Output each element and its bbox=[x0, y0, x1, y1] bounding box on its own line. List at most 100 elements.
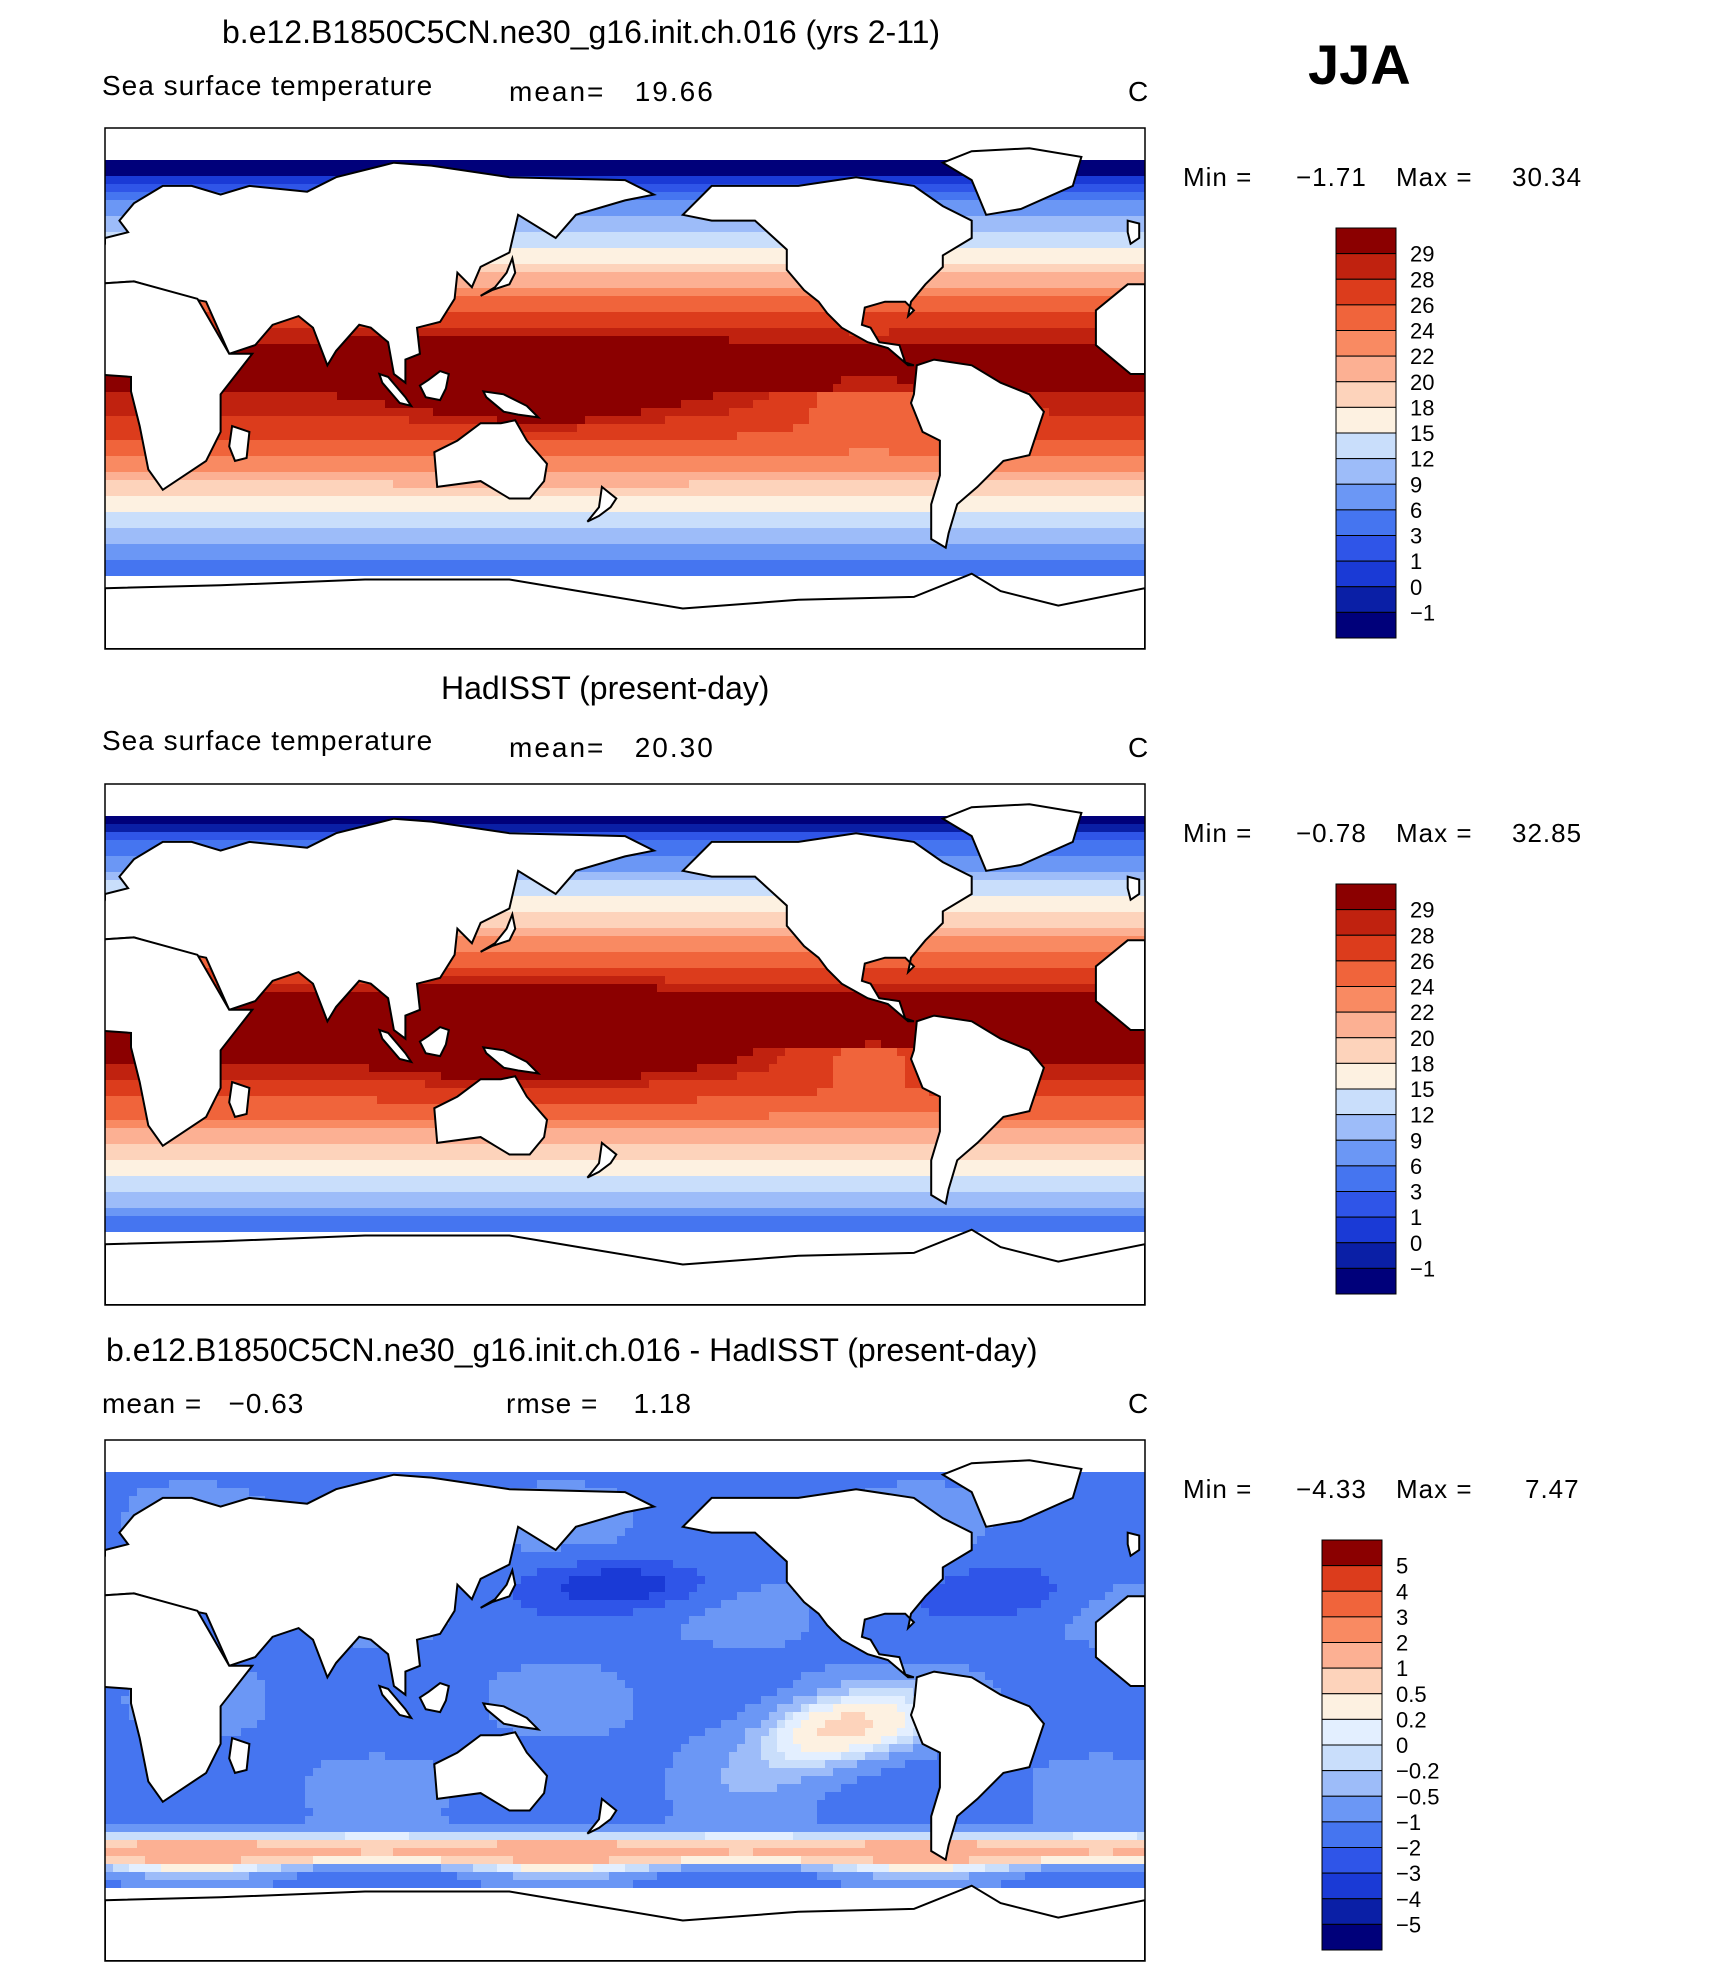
panel-2-mean: mean= 20.30 bbox=[509, 732, 715, 763]
colorbar-label: −2 bbox=[1396, 1836, 1421, 1861]
land-antarctica bbox=[105, 1228, 1145, 1305]
panel-3-max-label: Max = bbox=[1396, 1474, 1473, 1504]
panel-3-units: C bbox=[1128, 1388, 1150, 1419]
map-panel-2 bbox=[105, 784, 1145, 1305]
land-antarctica bbox=[105, 572, 1145, 649]
colorbar-label: 29 bbox=[1410, 898, 1434, 923]
colorbar-label: 29 bbox=[1410, 242, 1434, 267]
colorbar-label: 0 bbox=[1410, 575, 1422, 600]
colorbar-label: 26 bbox=[1410, 293, 1434, 318]
colorbar-box bbox=[1335, 986, 1397, 1013]
land-eurasia bbox=[105, 161, 657, 385]
colorbar-label: 15 bbox=[1410, 421, 1434, 446]
continents-2 bbox=[105, 803, 1145, 1305]
land-australia bbox=[433, 1731, 549, 1812]
colorbar-label: 6 bbox=[1410, 498, 1422, 523]
colorbar-box bbox=[1335, 1165, 1397, 1192]
colorbar-box bbox=[1335, 304, 1397, 331]
colorbar-box bbox=[1335, 278, 1397, 306]
colorbar-box bbox=[1335, 1011, 1397, 1039]
ocean-field-1 bbox=[105, 160, 1145, 576]
panel-2-min-label: Min = bbox=[1183, 818, 1253, 848]
colorbar-label: 28 bbox=[1410, 923, 1434, 948]
colorbar-box bbox=[1335, 535, 1397, 562]
colorbar-label: 12 bbox=[1410, 447, 1434, 472]
land-samerica bbox=[909, 1670, 1046, 1862]
map-frame-3 bbox=[104, 1439, 1146, 1962]
colorbar-label: −1 bbox=[1410, 1256, 1435, 1281]
colorbar-box bbox=[1321, 1898, 1383, 1925]
colorbar-box bbox=[1321, 1718, 1383, 1746]
colorbar-label: 22 bbox=[1410, 344, 1434, 369]
land-nz bbox=[586, 485, 618, 523]
colorbar-label: 22 bbox=[1410, 1000, 1434, 1025]
panel-2-max-value: 32.85 bbox=[1512, 818, 1583, 848]
land-uk bbox=[1126, 875, 1141, 902]
land-newguinea bbox=[481, 390, 542, 419]
panel-3-rmse: rmse = 1.18 bbox=[506, 1388, 692, 1419]
land-africa_w bbox=[1094, 1595, 1145, 1687]
colorbar-label: 1 bbox=[1396, 1656, 1408, 1681]
panel-1-min-value: −1.71 bbox=[1296, 162, 1367, 192]
colorbar-box bbox=[1321, 1565, 1383, 1592]
colorbar-label: 1 bbox=[1410, 549, 1422, 574]
land-sumatra bbox=[377, 372, 414, 408]
colorbar-box bbox=[1335, 909, 1397, 936]
land-madagascar bbox=[228, 1736, 251, 1775]
colorbar-box bbox=[1335, 432, 1397, 460]
land-borneo bbox=[418, 1681, 450, 1714]
colorbar-label: 26 bbox=[1410, 949, 1434, 974]
colorbar-box bbox=[1335, 883, 1397, 911]
colorbar-box bbox=[1321, 1872, 1383, 1900]
panel-1-max-label: Max = bbox=[1396, 162, 1473, 192]
colorbar-box bbox=[1335, 1114, 1397, 1141]
land-eurasia bbox=[105, 817, 657, 1041]
colorbar-box bbox=[1335, 330, 1397, 357]
colorbar-box bbox=[1335, 1216, 1397, 1244]
land-africa bbox=[105, 1592, 255, 1804]
panel-1-units: C bbox=[1128, 76, 1150, 107]
panel-2-min-value: −0.78 bbox=[1296, 818, 1367, 848]
colorbar-label: −4 bbox=[1396, 1887, 1421, 1912]
colorbar-box bbox=[1335, 1267, 1397, 1295]
colorbar-label: 28 bbox=[1410, 267, 1434, 292]
colorbar-label: 6 bbox=[1410, 1154, 1422, 1179]
land-sumatra bbox=[377, 1028, 414, 1064]
colorbar-box bbox=[1335, 509, 1397, 536]
colorbar-box bbox=[1335, 560, 1397, 588]
colorbar-label: 1 bbox=[1410, 1205, 1422, 1230]
panel-3-min-value: −4.33 bbox=[1296, 1474, 1367, 1504]
land-antarctica bbox=[105, 1884, 1145, 1961]
colorbar-box bbox=[1335, 227, 1397, 255]
land-namerica bbox=[680, 1488, 973, 1679]
colorbar-label: 18 bbox=[1410, 1051, 1434, 1076]
colorbar-label: −3 bbox=[1396, 1861, 1421, 1886]
colorbar-label: −5 bbox=[1396, 1912, 1421, 1937]
colorbar-label: 3 bbox=[1396, 1605, 1408, 1630]
continents-3 bbox=[105, 1459, 1145, 1961]
map-panel-1 bbox=[105, 128, 1145, 649]
map-frame-1 bbox=[104, 127, 1146, 650]
land-greenland bbox=[940, 803, 1083, 872]
colorbar-box bbox=[1335, 458, 1397, 485]
land-borneo bbox=[418, 369, 450, 402]
land-greenland bbox=[940, 147, 1083, 216]
land-madagascar bbox=[228, 1080, 251, 1119]
colorbar-box bbox=[1335, 1191, 1397, 1218]
land-madagascar bbox=[228, 424, 251, 463]
colorbar-label: 24 bbox=[1410, 319, 1434, 344]
land-australia bbox=[433, 419, 549, 500]
colorbar-box bbox=[1321, 1616, 1383, 1643]
colorbar-label: −0.5 bbox=[1396, 1784, 1439, 1809]
colorbar-box bbox=[1335, 1037, 1397, 1064]
land-japan bbox=[480, 254, 517, 297]
land-newguinea bbox=[481, 1702, 542, 1731]
colorbar-box bbox=[1335, 381, 1397, 408]
colorbar-box bbox=[1321, 1667, 1383, 1695]
panel-1-mean: mean= 19.66 bbox=[509, 76, 715, 107]
land-africa_w bbox=[1094, 283, 1145, 375]
colorbar-box bbox=[1321, 1770, 1383, 1797]
panel-1-max-value: 30.34 bbox=[1512, 162, 1583, 192]
